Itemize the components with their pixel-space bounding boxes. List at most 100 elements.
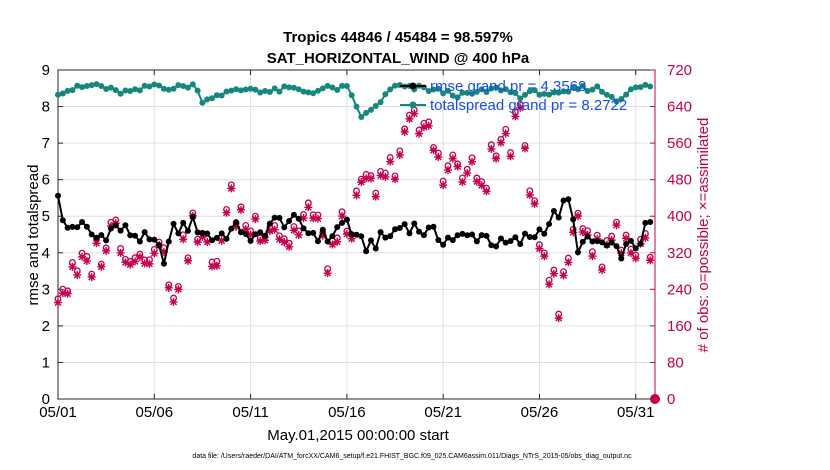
spread-point [170,85,177,92]
y-tick-label-right: 80 [667,354,684,371]
legend-swatch-marker [409,101,417,109]
rmse-point [541,230,548,237]
obs-assimilated-marker [554,314,563,323]
spread-point [300,88,307,95]
spread-point [295,86,302,93]
spread-point [339,82,346,89]
spread-point [464,89,471,96]
rmse-point [175,230,182,237]
rmse-point [324,238,331,245]
spread-point [449,92,456,99]
spread-point [213,92,220,99]
rmse-point [286,217,293,224]
x-tick-label: 05/16 [328,404,366,421]
rmse-point [382,234,389,241]
spread-point [570,84,577,91]
rmse-point [589,238,596,245]
y-tick-label-left: 2 [42,318,50,335]
spread-point [565,88,572,95]
spread-point [257,89,264,96]
rmse-point [329,233,336,240]
rmse-point [377,229,384,236]
rmse-point [141,229,148,236]
rmse-point [165,238,172,245]
spread-point [642,81,649,88]
spread-point [603,91,610,98]
obs-assimilated-marker [140,259,149,268]
spread-point [478,86,485,93]
rmse-point [136,238,143,245]
rmse-point [300,225,307,232]
obs-assimilated-marker [193,238,202,247]
spread-point [382,91,389,98]
obs-assimilated-marker [318,231,327,240]
obs-assimilated-marker [256,237,265,246]
rmse-point [502,239,509,246]
obs-assimilated-marker [73,270,82,279]
spread-point [502,86,509,93]
obs-assimilated-marker [183,256,192,265]
spread-point [546,91,553,98]
spread-point [310,90,317,97]
rmse-point [276,214,283,221]
rmse-point [93,234,100,241]
rmse-point [194,229,201,236]
obs-assimilated-marker [294,230,303,239]
rmse-point [348,231,355,238]
rmse-point [228,225,235,232]
rmse-point [555,214,562,221]
spread-point [594,83,601,90]
obs-assimilated-marker [573,212,582,221]
spread-point [233,86,240,93]
rmse-point [473,238,480,245]
obs-assimilated-marker [87,273,96,282]
obs-assimilated-marker [468,157,477,166]
rmse-point [493,243,500,250]
rmse-point [358,233,365,240]
obs-assimilated-marker [126,260,135,269]
rmse-point [632,245,639,252]
rmse-point [55,192,61,199]
obs-assimilated-marker [174,285,183,294]
spread-point [79,84,86,91]
spread-point [627,86,634,93]
spread-point [156,82,163,89]
rmse-point [132,232,139,239]
spread-point [141,82,148,89]
rmse-point [146,236,153,243]
rmse-point [98,232,105,239]
spread-point [329,84,336,91]
y-tick-label-left: 7 [42,135,50,152]
spread-point [392,82,399,89]
obs-assimilated-marker [564,258,573,267]
spread-point [290,84,297,91]
plot-area: 05/01 05/06 05/11 05/16 05/21 05/26 05/31 0 1 2 3 4… [39,62,692,421]
rmse-point [401,221,408,228]
spread-point [132,86,139,93]
spread-point [483,89,490,96]
rmse-point [209,237,216,244]
rmse-point [647,219,654,226]
rmse-point [122,222,129,229]
spread-point [199,99,206,106]
obs-assimilated-marker [198,232,207,241]
rmse-point [483,232,490,239]
obs-assimilated-marker [622,234,631,243]
rmse-point [618,255,625,262]
spread-point [324,82,331,89]
rmse-point [363,248,370,255]
obs-assimilated-marker [68,262,77,271]
obs-assimilated-marker [424,121,433,130]
obs-assimilated-marker [58,289,67,298]
obs-assimilated-marker [261,236,270,245]
obs-assimilated-marker [150,249,159,258]
spread-point [522,91,529,98]
spread-point [165,86,172,93]
rmse-point [594,238,601,245]
obs-assimilated-marker [472,177,481,186]
rmse-point [218,230,225,237]
spread-point [334,86,341,93]
spread-point [488,85,495,92]
obs-assimilated-marker [246,230,255,239]
